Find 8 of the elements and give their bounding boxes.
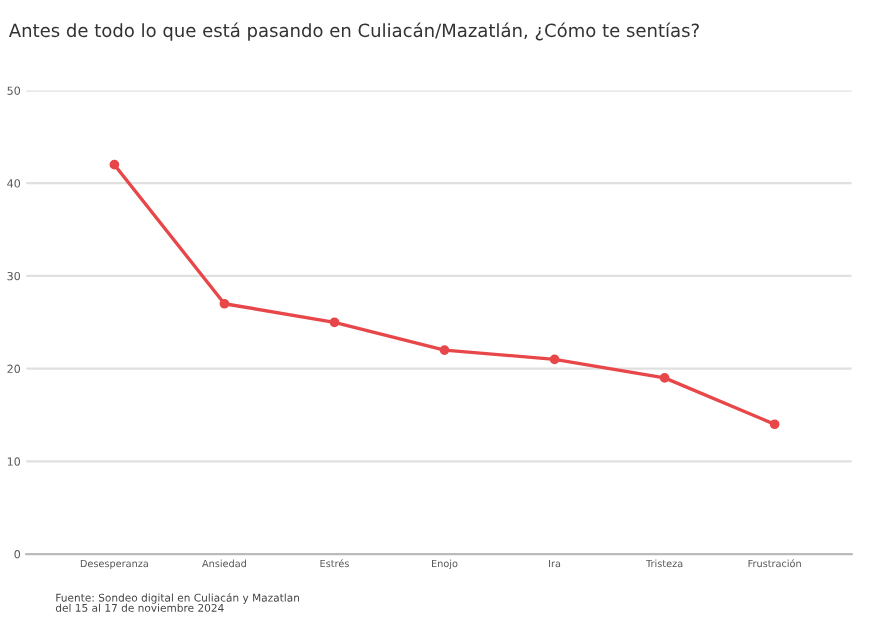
- point: [659, 373, 670, 383]
- point: [549, 354, 560, 365]
- point: [109, 159, 120, 170]
- point: [219, 298, 230, 309]
- point: [329, 317, 340, 328]
- point: [439, 345, 450, 355]
- point: [769, 419, 780, 430]
- chart-title: Antes de todo lo que está pasando en Culiacán/Mazatlán, ¿Cómo te sentías?: [8, 22, 699, 41]
